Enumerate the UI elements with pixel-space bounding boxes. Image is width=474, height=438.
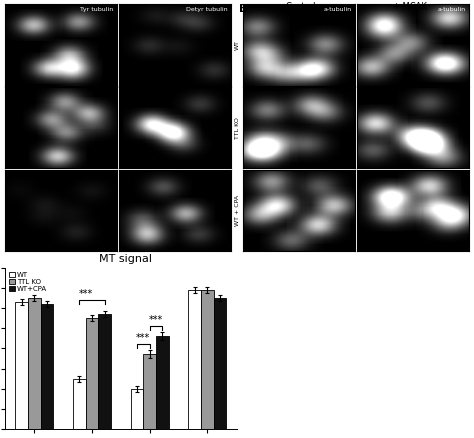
Text: B: B [239,4,248,14]
Bar [41,304,54,429]
Y-axis label: WT + CPA: WT + CPA [0,195,2,226]
Legend: WT, TTL KO, WT+CPA: WT, TTL KO, WT+CPA [8,271,48,293]
Y-axis label: TTL KO: TTL KO [0,117,2,139]
Bar [214,298,227,429]
Bar [15,302,28,429]
Text: MT signal: MT signal [99,254,152,264]
Y-axis label: WT + CPA: WT + CPA [235,195,240,226]
Bar [131,389,143,429]
Text: ***: *** [79,289,93,299]
Text: Tyr tubulin: Tyr tubulin [80,7,114,12]
Text: Detyr tubulin: Detyr tubulin [186,7,228,12]
Y-axis label: WT: WT [235,40,240,50]
Bar [73,379,86,429]
Bar [28,298,41,429]
Bar [143,354,156,429]
Text: a-tubulin: a-tubulin [323,7,352,12]
Y-axis label: WT: WT [0,40,2,50]
Text: a-tubulin: a-tubulin [438,7,466,12]
Text: ***: *** [149,315,163,325]
Bar [156,336,169,429]
Bar [201,290,214,429]
Text: + MCAK: + MCAK [393,2,427,11]
Y-axis label: TTL KO: TTL KO [235,117,240,139]
Bar [188,290,201,429]
Bar [86,318,99,429]
Bar [99,314,111,429]
Text: ***: *** [136,333,150,343]
Text: A: A [5,4,13,14]
Text: Control: Control [286,2,316,11]
